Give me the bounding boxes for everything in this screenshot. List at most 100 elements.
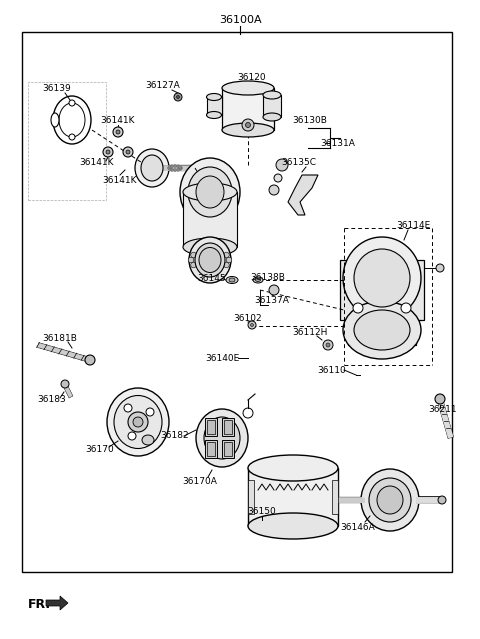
Ellipse shape xyxy=(199,247,221,272)
Bar xyxy=(183,192,237,247)
Polygon shape xyxy=(248,480,254,514)
Ellipse shape xyxy=(204,417,240,459)
Text: FR.: FR. xyxy=(28,599,51,612)
Bar xyxy=(222,418,234,436)
Ellipse shape xyxy=(188,167,232,217)
Circle shape xyxy=(276,159,288,171)
Bar xyxy=(28,82,106,200)
Circle shape xyxy=(226,258,232,263)
Ellipse shape xyxy=(222,81,274,95)
Circle shape xyxy=(180,167,182,169)
Ellipse shape xyxy=(206,93,221,100)
Ellipse shape xyxy=(377,486,403,514)
Polygon shape xyxy=(340,260,424,345)
Circle shape xyxy=(207,267,213,273)
Text: 36110: 36110 xyxy=(318,366,347,374)
Ellipse shape xyxy=(343,301,421,359)
Ellipse shape xyxy=(248,513,338,539)
Circle shape xyxy=(126,150,130,154)
Ellipse shape xyxy=(229,278,235,282)
Ellipse shape xyxy=(354,310,410,350)
Ellipse shape xyxy=(343,237,421,319)
Circle shape xyxy=(173,169,177,171)
Circle shape xyxy=(438,496,446,504)
Circle shape xyxy=(69,100,75,106)
Circle shape xyxy=(113,127,123,137)
Text: 36146A: 36146A xyxy=(341,523,375,532)
Circle shape xyxy=(207,247,213,253)
Circle shape xyxy=(133,417,143,427)
Ellipse shape xyxy=(189,237,231,283)
Text: 36170: 36170 xyxy=(85,445,114,454)
Circle shape xyxy=(191,262,196,268)
Circle shape xyxy=(269,185,279,195)
Bar xyxy=(222,88,274,130)
Ellipse shape xyxy=(354,249,410,307)
Circle shape xyxy=(170,165,173,168)
Text: 36181B: 36181B xyxy=(43,334,77,343)
Text: 36135C: 36135C xyxy=(281,157,316,167)
Circle shape xyxy=(106,150,110,154)
Circle shape xyxy=(128,412,148,432)
Circle shape xyxy=(177,165,180,168)
Text: 36120: 36120 xyxy=(238,72,266,82)
Circle shape xyxy=(323,340,333,350)
Text: 36112H: 36112H xyxy=(292,328,328,337)
Text: 36170A: 36170A xyxy=(182,477,217,486)
Ellipse shape xyxy=(248,455,338,481)
Text: 36145: 36145 xyxy=(198,273,226,282)
Circle shape xyxy=(177,95,180,98)
Circle shape xyxy=(436,264,444,272)
Circle shape xyxy=(435,394,445,404)
Ellipse shape xyxy=(369,478,411,522)
Circle shape xyxy=(242,119,254,131)
Text: 36182: 36182 xyxy=(161,431,189,440)
Circle shape xyxy=(69,134,75,140)
Text: 36102: 36102 xyxy=(234,314,262,323)
Bar xyxy=(207,442,215,456)
Circle shape xyxy=(124,404,132,412)
Circle shape xyxy=(116,130,120,134)
Circle shape xyxy=(216,266,222,272)
Ellipse shape xyxy=(183,238,237,256)
Bar xyxy=(224,420,232,434)
Text: 36183: 36183 xyxy=(37,396,66,404)
Ellipse shape xyxy=(59,103,85,137)
Circle shape xyxy=(243,408,253,418)
Ellipse shape xyxy=(53,96,91,144)
Circle shape xyxy=(179,166,182,169)
Ellipse shape xyxy=(263,113,281,121)
Ellipse shape xyxy=(114,396,162,449)
Circle shape xyxy=(245,123,251,128)
Bar xyxy=(207,420,215,434)
Bar xyxy=(263,95,281,117)
Ellipse shape xyxy=(180,158,240,226)
Circle shape xyxy=(198,249,204,254)
Circle shape xyxy=(274,174,282,182)
Text: 36139: 36139 xyxy=(43,84,72,93)
Circle shape xyxy=(224,252,229,258)
Ellipse shape xyxy=(222,123,274,137)
Circle shape xyxy=(353,303,363,313)
Ellipse shape xyxy=(255,279,261,282)
Polygon shape xyxy=(288,175,318,215)
Text: 36114E: 36114E xyxy=(396,220,430,229)
Circle shape xyxy=(191,252,196,258)
Ellipse shape xyxy=(253,277,263,283)
Ellipse shape xyxy=(135,149,169,187)
Ellipse shape xyxy=(141,155,163,181)
Circle shape xyxy=(179,167,182,171)
Circle shape xyxy=(251,323,253,327)
Circle shape xyxy=(85,355,95,365)
Polygon shape xyxy=(332,480,338,514)
Circle shape xyxy=(123,147,133,157)
Ellipse shape xyxy=(195,243,225,277)
Text: 36130B: 36130B xyxy=(293,116,327,125)
Circle shape xyxy=(326,343,330,347)
Ellipse shape xyxy=(107,388,169,456)
Circle shape xyxy=(198,266,204,272)
Ellipse shape xyxy=(361,469,419,531)
Circle shape xyxy=(269,285,279,295)
Circle shape xyxy=(174,93,182,101)
Bar xyxy=(22,32,452,572)
